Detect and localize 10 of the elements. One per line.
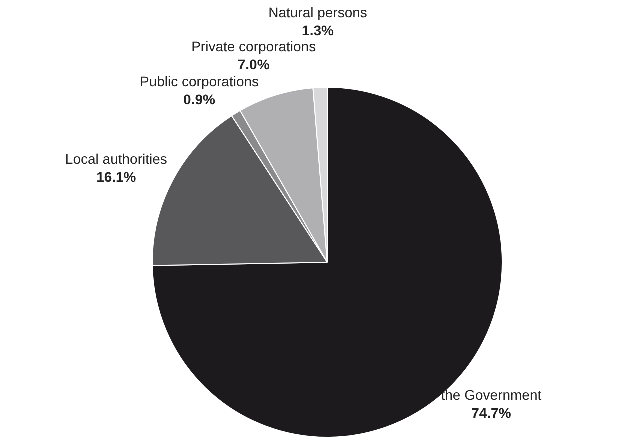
data-label: 16.1%	[96, 168, 137, 185]
slice-label: Natural persons	[268, 4, 368, 20]
data-label: 0.9%	[184, 91, 216, 108]
data-label: 1.3%	[302, 22, 335, 38]
slice-label: Public corporations	[140, 73, 260, 90]
data-label: 74.7%	[472, 404, 512, 421]
slice-label: Private corporations	[192, 38, 316, 54]
slice-label: Local authorities	[65, 150, 168, 167]
slice-label: the Government	[441, 386, 542, 403]
data-label: 7.0%	[238, 56, 270, 72]
